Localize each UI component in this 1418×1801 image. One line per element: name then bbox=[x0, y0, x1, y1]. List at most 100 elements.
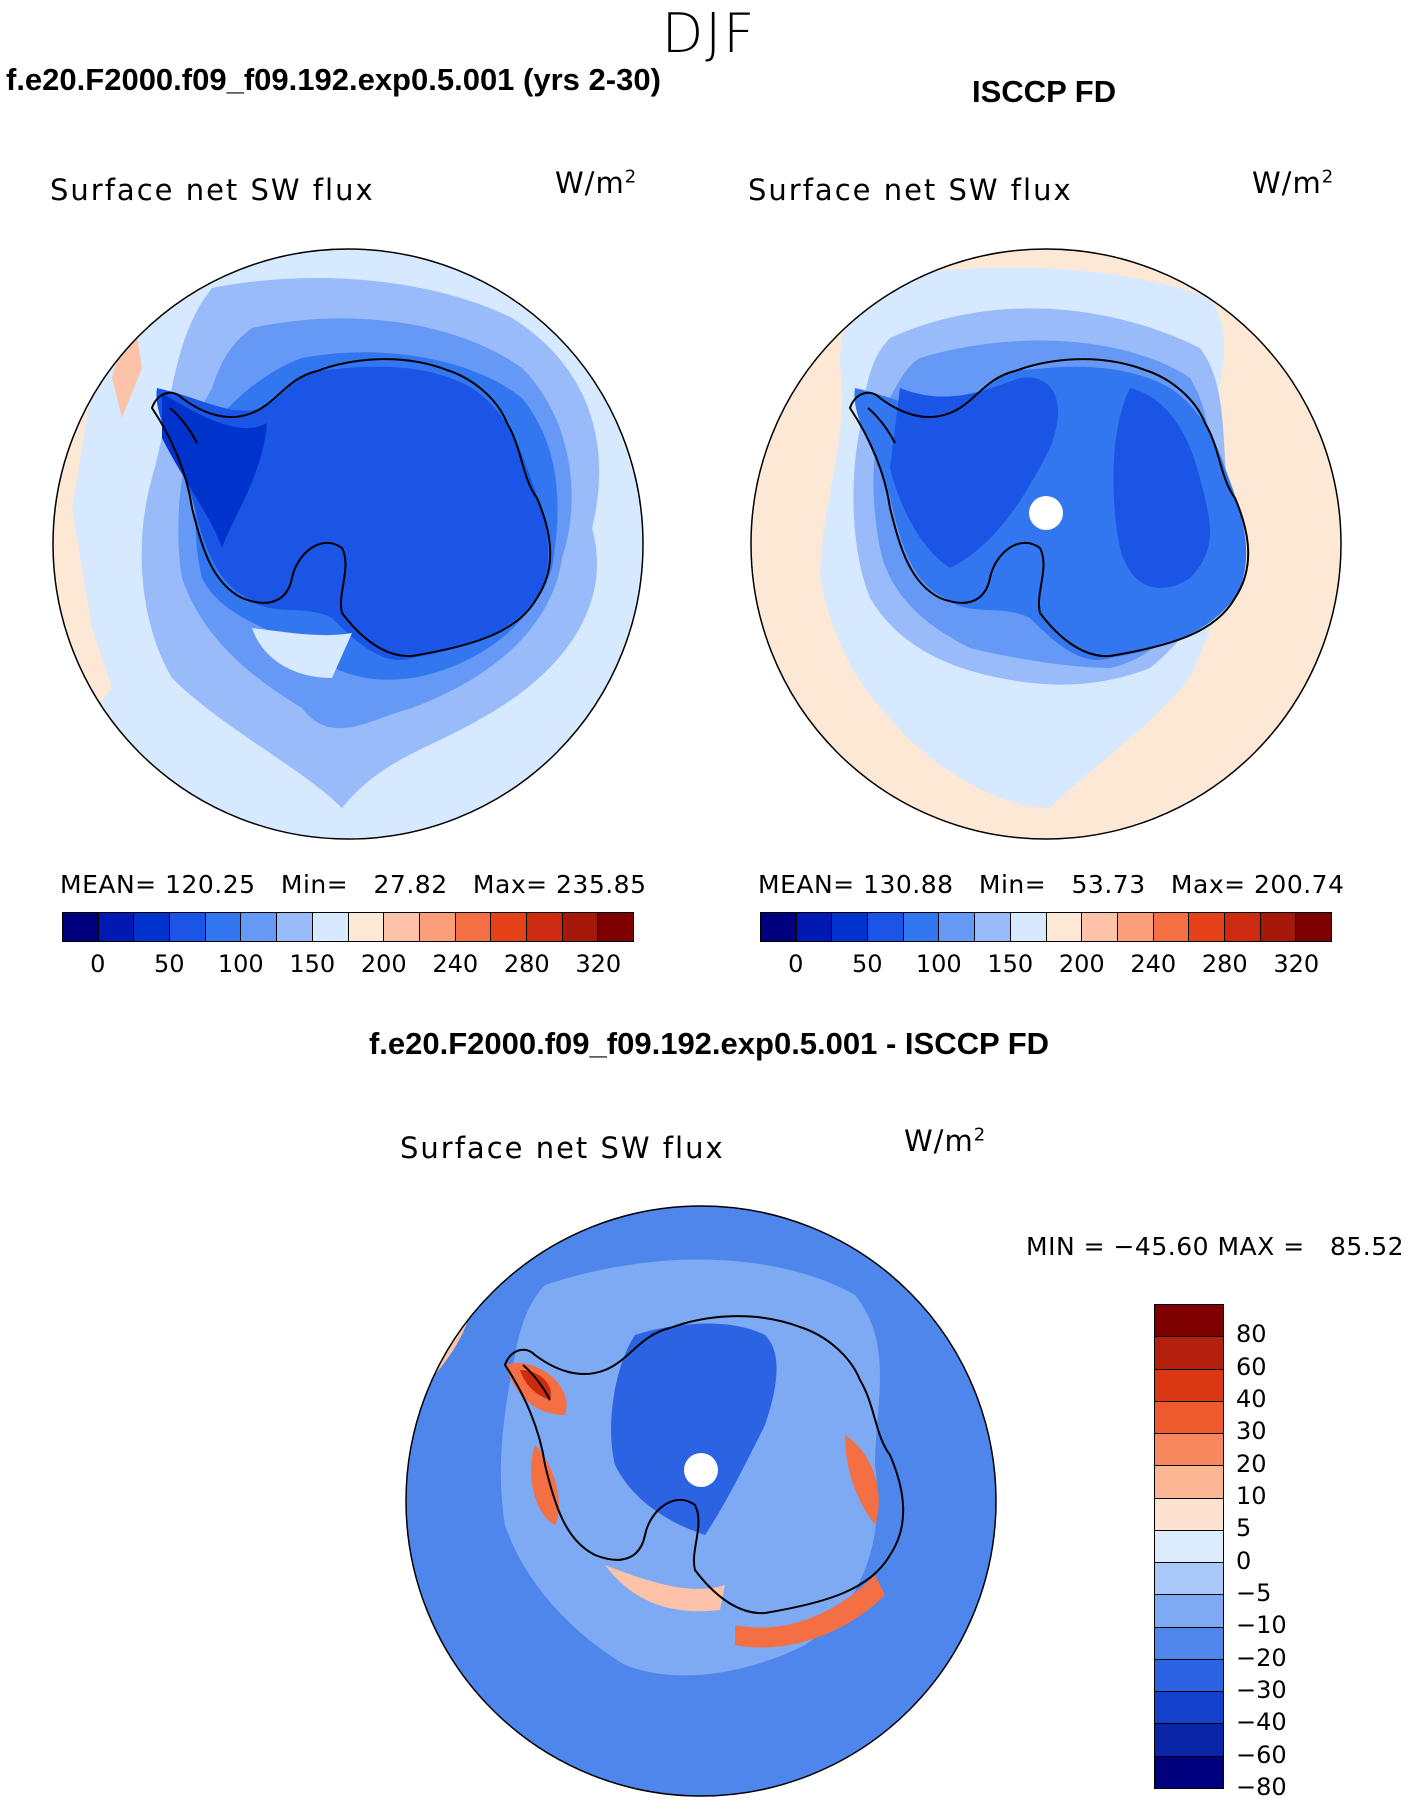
obs-panel-header: ISCCP FD bbox=[972, 74, 1117, 109]
diff-colorbar-swatch-6 bbox=[1155, 1498, 1223, 1531]
model-colorbar-swatch-10 bbox=[419, 913, 456, 941]
diff-colorbar-swatch-0 bbox=[1155, 1305, 1223, 1338]
model-colorbar-swatch-15 bbox=[598, 913, 633, 941]
model-units: W/m2 bbox=[555, 166, 638, 200]
diff-colorbar-tick-label: 20 bbox=[1236, 1449, 1267, 1478]
season-title: DJF bbox=[661, 2, 757, 65]
obs-colorbar-swatch-3 bbox=[868, 913, 904, 941]
obs-colorbar-ticks: 0 50 100 150 200 240 280 320 bbox=[760, 950, 1332, 982]
obs-colorbar-swatch-5 bbox=[939, 913, 976, 941]
model-colorbar-swatch-2 bbox=[134, 913, 171, 941]
model-colorbar-tick-label: 240 bbox=[432, 950, 479, 978]
diff-colorbar-tick-label: −20 bbox=[1236, 1643, 1287, 1672]
model-colorbar-swatch-12 bbox=[491, 913, 527, 941]
obs-colorbar-swatch-14 bbox=[1260, 913, 1297, 941]
diff-hot-peninsula bbox=[520, 1370, 551, 1400]
obs-colorbar-swatch-10 bbox=[1117, 913, 1154, 941]
diff-colorbar-tick-label: −60 bbox=[1236, 1740, 1287, 1769]
diff-panel-header: f.e20.F2000.f09_f09.192.exp0.5.001 - ISC… bbox=[368, 1026, 1050, 1061]
diff-colorbar-swatch-13 bbox=[1155, 1724, 1223, 1757]
obs-variable-label: Surface net SW flux bbox=[748, 173, 1073, 207]
west-ice-dark bbox=[890, 377, 1059, 568]
diff-colorbar-tick-label: 60 bbox=[1236, 1352, 1267, 1381]
obs-colorbar-tick-label: 150 bbox=[987, 950, 1034, 978]
model-variable-label: Surface net SW flux bbox=[50, 173, 375, 207]
obs-colorbar-swatch-7 bbox=[1010, 913, 1047, 941]
diff-colorbar-tick-label: 30 bbox=[1236, 1417, 1267, 1446]
model-colorbar-tick-label: 280 bbox=[503, 950, 550, 978]
obs-colorbar-swatch-2 bbox=[832, 913, 869, 941]
diff-colorbar-tick-label: 10 bbox=[1236, 1482, 1267, 1510]
model-stats: MEAN= 120.25 Min= 27.82 Max= 235.85 bbox=[60, 870, 647, 899]
diff-colorbar-tick-label: −10 bbox=[1236, 1611, 1287, 1640]
diff-colorbar-tick-label: −40 bbox=[1236, 1708, 1287, 1737]
obs-colorbar-tick-label: 280 bbox=[1201, 950, 1248, 978]
east-ice-dark bbox=[1113, 388, 1210, 588]
diff-colorbar-ticks: 80 60 40 30 20 10 5 0 −5 −10 −20 −30 −40 −60 −80 bbox=[1236, 1304, 1356, 1801]
diff-colorbar-swatch-4 bbox=[1155, 1434, 1223, 1467]
model-colorbar-tick-label: 100 bbox=[217, 950, 264, 978]
ross-ice bbox=[252, 628, 352, 678]
diff-colorbar bbox=[1154, 1304, 1224, 1789]
model-colorbar-swatch-7 bbox=[312, 913, 349, 941]
diff-stats: MIN = −45.60 MAX = 85.52 bbox=[1026, 1232, 1405, 1261]
missing-data-pole bbox=[684, 1453, 718, 1487]
diff-colorbar-swatch-11 bbox=[1155, 1659, 1223, 1693]
diff-colorbar-tick-label: 80 bbox=[1236, 1320, 1267, 1349]
model-colorbar bbox=[62, 912, 634, 942]
model-colorbar-swatch-8 bbox=[348, 913, 385, 941]
obs-colorbar-swatch-11 bbox=[1153, 913, 1190, 941]
map-border bbox=[52, 248, 644, 840]
diff-warm-east bbox=[735, 1575, 885, 1648]
model-panel-header: f.e20.F2000.f09_f09.192.exp0.5.001 (yrs … bbox=[6, 62, 661, 97]
diff-colorbar-tick-label: −30 bbox=[1236, 1676, 1287, 1704]
model-colorbar-tick-label: 150 bbox=[289, 950, 336, 978]
missing-data-pole bbox=[1029, 496, 1063, 530]
peninsula-coast bbox=[169, 407, 198, 444]
model-colorbar-swatch-11 bbox=[455, 913, 492, 941]
obs-colorbar-swatch-8 bbox=[1046, 913, 1083, 941]
diff-colorbar-tick-label: −80 bbox=[1236, 1773, 1287, 1801]
diff-warm-west bbox=[531, 1445, 559, 1525]
diff-colorbar-swatch-12 bbox=[1155, 1692, 1223, 1725]
model-colorbar-swatch-4 bbox=[205, 913, 242, 941]
model-colorbar-swatch-13 bbox=[526, 913, 563, 941]
obs-map bbox=[750, 248, 1342, 840]
diff-cool-interior bbox=[611, 1323, 777, 1535]
map-border bbox=[750, 248, 1342, 840]
diff-map bbox=[405, 1205, 997, 1797]
diff-warm-amery bbox=[845, 1435, 879, 1525]
model-colorbar-tick-label: 320 bbox=[575, 950, 622, 978]
diff-colorbar-swatch-14 bbox=[1155, 1756, 1223, 1788]
obs-colorbar-tick-label: 50 bbox=[851, 950, 883, 978]
obs-colorbar-tick-label: 100 bbox=[915, 950, 962, 978]
diff-colorbar-tick-label: 40 bbox=[1236, 1385, 1267, 1413]
obs-colorbar-swatch-4 bbox=[903, 913, 940, 941]
obs-colorbar-tick-label: 320 bbox=[1273, 950, 1320, 978]
obs-colorbar-swatch-9 bbox=[1082, 913, 1118, 941]
model-colorbar-swatch-6 bbox=[277, 913, 313, 941]
obs-units: W/m2 bbox=[1252, 166, 1335, 200]
diff-colorbar-tick-label: −5 bbox=[1236, 1579, 1272, 1607]
coastline bbox=[150, 358, 552, 658]
coastline bbox=[848, 358, 1250, 658]
model-colorbar-swatch-3 bbox=[170, 913, 206, 941]
diff-units: W/m2 bbox=[904, 1124, 987, 1158]
diff-colorbar-swatch-8 bbox=[1155, 1563, 1223, 1596]
obs-colorbar-swatch-6 bbox=[975, 913, 1011, 941]
map-border bbox=[405, 1205, 997, 1797]
model-colorbar-ticks: 0 50 100 150 200 240 280 320 bbox=[62, 950, 634, 982]
model-colorbar-tick-label: 200 bbox=[360, 950, 407, 978]
model-colorbar-swatch-0 bbox=[63, 913, 99, 941]
diff-colorbar-swatch-5 bbox=[1155, 1466, 1223, 1499]
diff-variable-label: Surface net SW flux bbox=[400, 1131, 725, 1165]
peninsula-coast bbox=[522, 1364, 551, 1401]
obs-colorbar-swatch-15 bbox=[1296, 913, 1331, 941]
peninsula-coast bbox=[867, 407, 896, 444]
obs-colorbar-swatch-12 bbox=[1189, 913, 1225, 941]
model-colorbar-tick-label: 0 bbox=[90, 950, 106, 978]
model-colorbar-tick-label: 50 bbox=[153, 950, 185, 978]
obs-colorbar-tick-label: 240 bbox=[1130, 950, 1177, 978]
diff-colorbar-swatch-9 bbox=[1155, 1595, 1223, 1628]
model-colorbar-swatch-9 bbox=[384, 913, 420, 941]
